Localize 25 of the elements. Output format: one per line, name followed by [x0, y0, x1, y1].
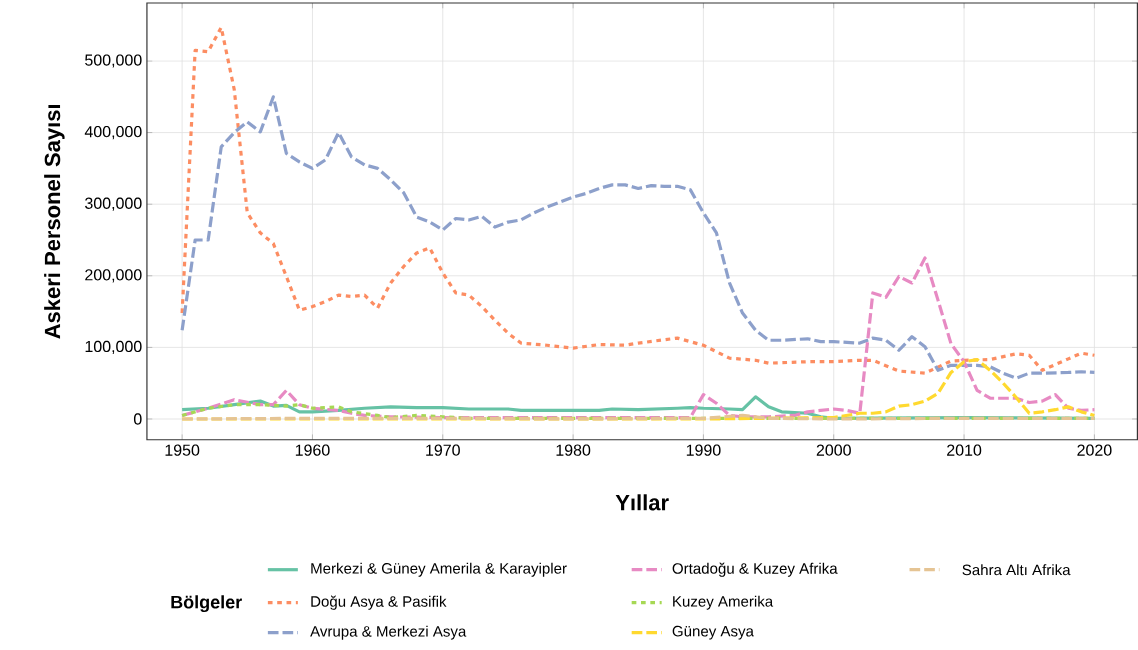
y-tick-label: 300,000	[85, 197, 142, 211]
x-tick-label: 1980	[556, 444, 591, 456]
y-tick-label: 200,000	[85, 269, 142, 283]
x-tick-label: 1960	[295, 444, 330, 456]
x-tick-label: 2020	[1077, 444, 1112, 456]
legend-label: Merkezi & Güney Amerila & Karayipler	[311, 562, 567, 577]
legend-title: Bölgeler	[171, 595, 242, 613]
x-tick-label: 2010	[947, 444, 982, 456]
y-tick-label: 0	[133, 413, 142, 425]
y-tick-label: 500,000	[85, 54, 142, 68]
line-series	[180, 25, 1096, 375]
legend-label: Kuzey Amerika	[673, 595, 774, 610]
y-tick-label: 100,000	[85, 340, 142, 355]
y-axis-title: Askeri Personel Sayısı	[44, 105, 65, 339]
y-tick-label: 400,000	[84, 126, 142, 140]
x-tick-label: 1950	[165, 444, 200, 456]
legend-label: Doğu Asya & Pasifik	[311, 595, 447, 610]
legend-label: Sahra Altı Afrika	[962, 564, 1071, 576]
legend-label: Avrupa & Merkezi Asya	[310, 625, 467, 640]
legend-label: Ortadoğu & Kuzey Afrika	[672, 562, 838, 577]
legend-label: Güney Asya	[672, 626, 754, 640]
x-tick-label: 1970	[426, 444, 460, 456]
x-tick-label: 1990	[686, 444, 721, 456]
x-tick-label: 2000	[816, 444, 851, 456]
x-axis-title: Yıllar	[615, 494, 669, 511]
